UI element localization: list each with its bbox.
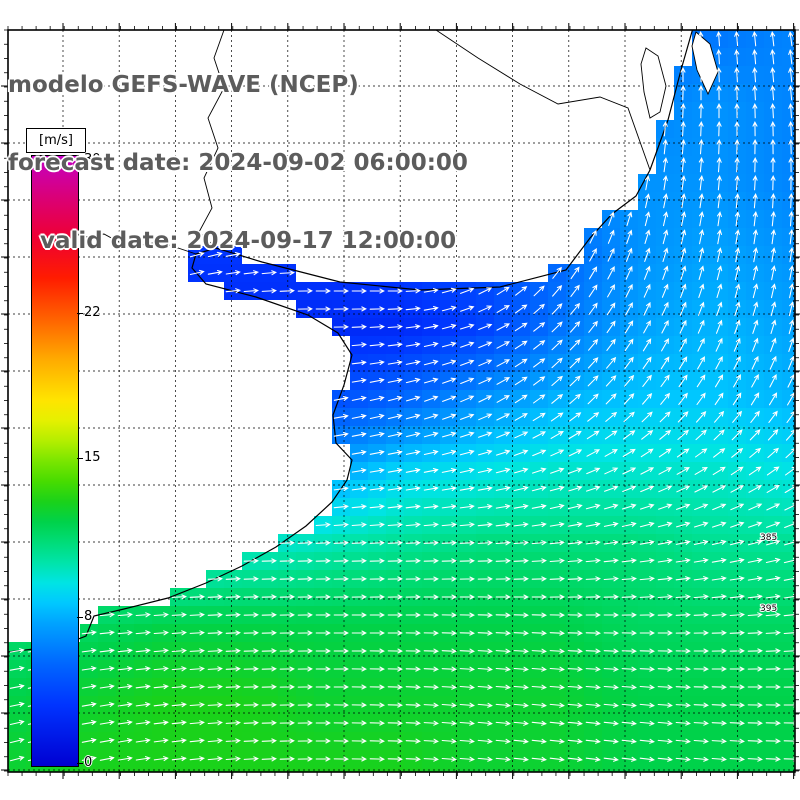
edge-annotation-label: 395: [760, 604, 777, 614]
coastline-layer: [8, 30, 719, 653]
colorbar-tick-label: 30: [84, 152, 101, 167]
colorbar-gradient: [31, 155, 79, 767]
colorbar-tick-label: 15: [84, 450, 101, 465]
forecast-date: forecast date: 2024-09-02 06:00:00: [8, 150, 468, 176]
colorbar-tick-label: 8: [84, 609, 93, 624]
wind-direction-arrows: [9, 31, 795, 762]
colorbar-tick-mark: [77, 313, 83, 314]
river-line: [435, 30, 651, 171]
lagoon-shape: [640, 47, 667, 119]
colorbar-tick-mark: [77, 617, 83, 618]
colorbar-tick-mark: [77, 160, 83, 161]
valid-date: valid date: 2024-09-17 12:00:00: [40, 228, 457, 254]
river-line: [79, 233, 197, 255]
colorbar-tick-label: 22: [84, 305, 101, 320]
colorbar-tick-label: 0: [84, 755, 93, 770]
colorbar-tick-mark: [77, 458, 83, 459]
colorbar-tick-mark: [77, 763, 83, 764]
model-title: modelo GEFS-WAVE (NCEP): [8, 72, 359, 98]
lagoon-shape: [691, 31, 719, 96]
edge-annotation-label: 385: [760, 533, 777, 543]
colorbar-units-label: [m/s]: [26, 128, 86, 153]
map-frame-and-ticks: 385 395: [1, 23, 800, 779]
river-line: [198, 30, 225, 249]
coastline: [8, 30, 694, 653]
map-title-block: modelo GEFS-WAVE (NCEP) forecast date: 2…: [8, 20, 468, 306]
